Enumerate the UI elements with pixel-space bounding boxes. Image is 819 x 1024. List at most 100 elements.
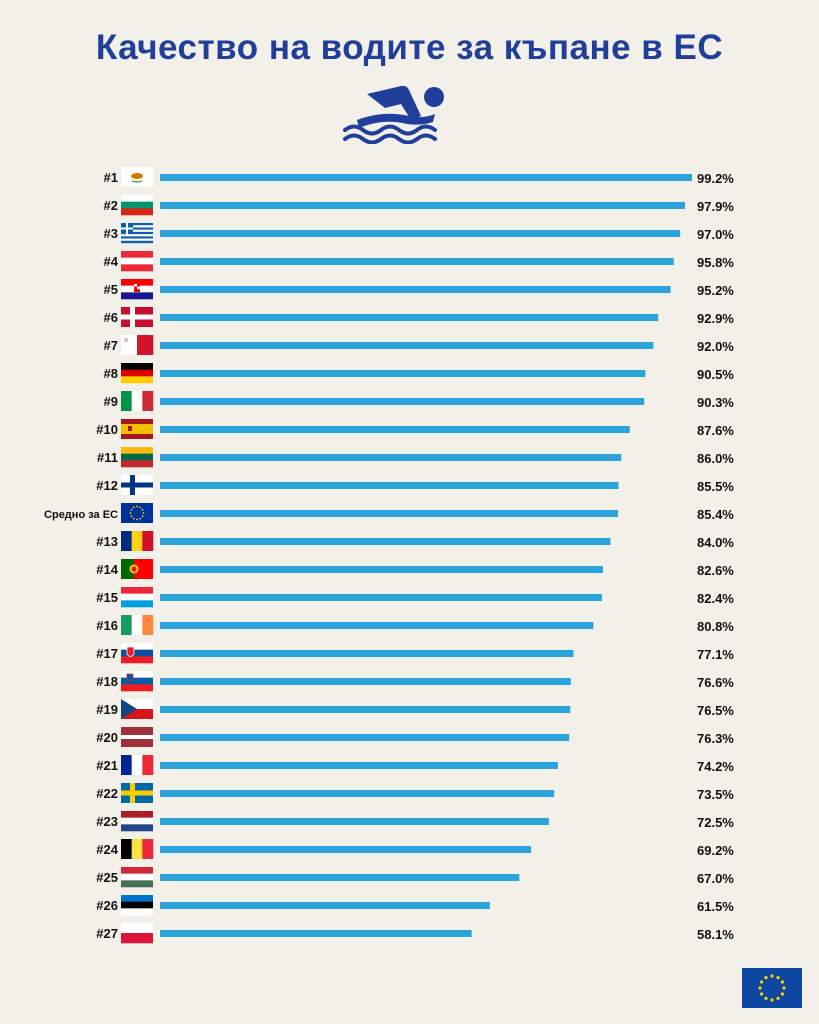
- flag-icon-luxembourg: [121, 587, 153, 608]
- value-label: 58.1%: [697, 927, 734, 942]
- flag-icon-poland: [121, 923, 153, 944]
- flag-icon-finland: [121, 475, 153, 495]
- rank-label: #6: [104, 310, 118, 325]
- bar: [160, 678, 571, 685]
- rank-label: #19: [96, 702, 118, 717]
- rank-label: #8: [104, 366, 118, 381]
- bar: [160, 482, 619, 489]
- flag-icon-latvia: [121, 727, 153, 747]
- value-label: 76.5%: [697, 703, 734, 718]
- rank-label: #20: [96, 730, 118, 745]
- bar: [160, 258, 674, 265]
- value-label: 86.0%: [697, 451, 734, 466]
- flag-icon-ireland: [121, 615, 154, 635]
- value-label: 72.5%: [697, 815, 734, 830]
- rank-label: #11: [97, 450, 118, 465]
- flag-icon-estonia: [121, 895, 153, 916]
- rank-label: #3: [104, 226, 118, 241]
- value-label: 85.5%: [697, 479, 734, 494]
- flag-icon-denmark: [121, 307, 153, 327]
- flag-icon-czechia: [121, 699, 153, 719]
- flag-icon-sweden: [121, 783, 153, 803]
- value-label: 97.9%: [697, 199, 734, 214]
- value-label: 69.2%: [697, 843, 734, 858]
- value-label: 61.5%: [697, 899, 734, 914]
- bar: [160, 538, 611, 545]
- chart-title: Качество на водите за къпане в ЕС: [95, 28, 724, 67]
- swimmer-icon: [343, 85, 444, 144]
- value-label: 97.0%: [697, 227, 734, 242]
- bar: [160, 790, 555, 797]
- bar: [160, 566, 603, 573]
- bar: [160, 622, 594, 629]
- flag-icon-belgium: [121, 839, 154, 859]
- value-label: 92.0%: [697, 339, 734, 354]
- value-label: 80.8%: [697, 619, 734, 634]
- rank-label: #14: [96, 562, 118, 577]
- rank-label: #23: [96, 814, 118, 829]
- flag-icon-austria: [121, 251, 153, 272]
- bar: [160, 174, 692, 181]
- bar: [160, 342, 654, 349]
- rank-label: #5: [104, 282, 118, 297]
- bar: [160, 818, 549, 825]
- rank-label: #13: [96, 534, 118, 549]
- value-label: 92.9%: [697, 311, 734, 326]
- value-label: 76.3%: [697, 731, 734, 746]
- flag-icon-slovakia: [121, 643, 153, 664]
- rank-label: #18: [96, 674, 118, 689]
- value-label: 90.5%: [697, 367, 734, 382]
- eu-flag-icon: [742, 968, 802, 1008]
- bar: [160, 734, 570, 741]
- bar: [160, 202, 686, 209]
- flag-icon-greece: [121, 223, 153, 244]
- value-label: 76.6%: [697, 675, 734, 690]
- flag-icon-spain: [121, 419, 153, 439]
- rank-label: #17: [96, 646, 118, 661]
- flag-icon-romania: [121, 531, 154, 551]
- bar: [160, 454, 622, 461]
- value-label: 99.2%: [697, 171, 734, 186]
- rank-label: #15: [96, 590, 118, 605]
- bar: [160, 426, 630, 433]
- rank-label: #1: [104, 170, 118, 185]
- bar-chart: #1 99.2% #2 97.9% #3 97.0% #4 95.8% #5 95.2% #6 92.…: [44, 167, 734, 944]
- rank-label: Средно за ЕС: [44, 509, 118, 521]
- bar: [160, 874, 520, 881]
- rank-label: #16: [96, 618, 118, 633]
- value-label: 95.2%: [697, 283, 734, 298]
- flag-icon-slovenia: [121, 671, 153, 692]
- value-label: 90.3%: [697, 395, 734, 410]
- bar: [160, 902, 490, 909]
- rank-label: #9: [104, 394, 118, 409]
- flag-icon-bulgaria: [121, 195, 153, 216]
- rank-label: #12: [96, 478, 118, 493]
- rank-label: #2: [104, 198, 118, 213]
- bar: [160, 286, 671, 293]
- rank-label: #22: [96, 786, 118, 801]
- flag-icon-netherlands: [121, 811, 153, 832]
- flag-icon-germany: [121, 363, 153, 384]
- bar: [160, 230, 681, 237]
- bar: [160, 314, 659, 321]
- flag-icon-croatia: [121, 279, 153, 300]
- flag-icon-eu: [121, 503, 153, 523]
- value-label: 73.5%: [697, 787, 734, 802]
- value-label: 82.4%: [697, 591, 734, 606]
- bar: [160, 398, 645, 405]
- rank-label: #27: [96, 926, 118, 941]
- rank-label: #25: [96, 870, 118, 885]
- flag-icon-lithuania: [121, 447, 153, 468]
- bar: [160, 594, 602, 601]
- flag-icon-malta: [121, 335, 154, 355]
- bar: [160, 706, 571, 713]
- rank-label: #24: [96, 842, 118, 857]
- bar: [160, 930, 472, 937]
- bar: [160, 762, 558, 769]
- value-label: 87.6%: [697, 423, 734, 438]
- flag-icon-cyprus: [121, 167, 153, 187]
- bar: [160, 370, 646, 377]
- bar: [160, 846, 532, 853]
- rank-label: #10: [96, 422, 118, 437]
- value-label: 67.0%: [697, 871, 734, 886]
